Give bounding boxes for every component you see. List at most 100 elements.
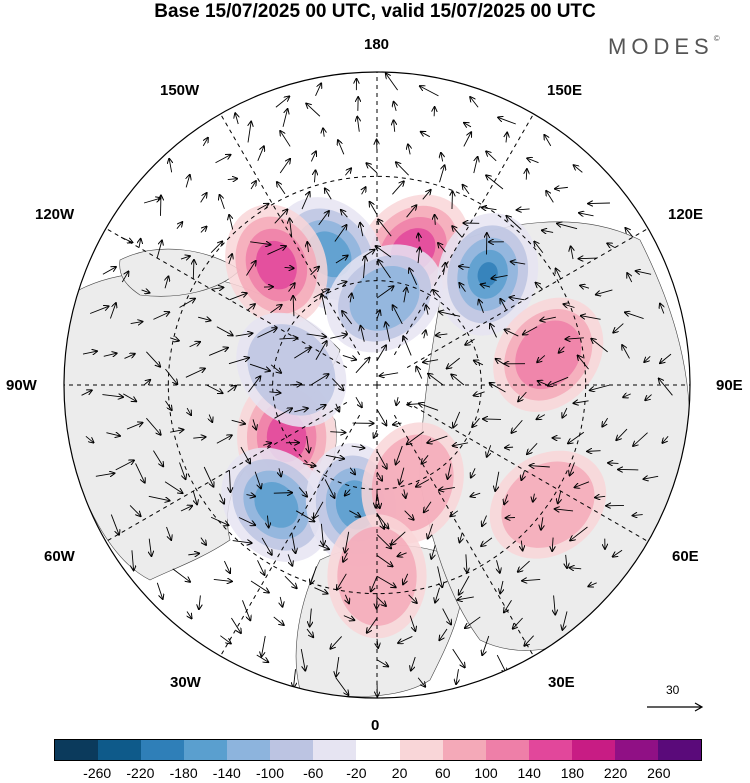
wind-arrow [148,495,170,500]
wind-arrow [231,420,245,424]
wind-arrow [123,393,136,401]
wind-arrow [552,537,553,551]
wind-arrow [143,380,150,385]
wind-arrow [511,262,526,264]
colorbar-tick-label: -100 [255,765,285,781]
wind-arrow [453,443,469,446]
wind-arrow [81,390,92,396]
wind-arrow [203,138,208,147]
wind-arrow [422,455,429,463]
wind-arrow [371,576,378,591]
wind-arrow [334,225,347,242]
wind-arrow [579,258,597,259]
lon-label-0: 0 [371,717,380,734]
colorbar-swatch [528,740,572,760]
wind-arrow [533,493,535,502]
wind-arrow [443,263,445,275]
wind-arrow [530,466,550,467]
wind-arrow [439,628,448,640]
wind-arrow [377,492,380,508]
wind-arrow [448,463,451,479]
wind-arrow [562,611,568,629]
wind-arrow [306,628,313,637]
wind-arrow [571,246,573,260]
colorbar-swatch [184,740,228,760]
wind-arrow [180,256,190,259]
wind-arrow [298,487,307,496]
wind-arrow [216,326,233,336]
wind-arrow [473,157,478,174]
wind-arrow [504,600,512,612]
wind-arrow [540,317,556,320]
wind-arrow [310,374,329,386]
wind-arrow [404,489,406,497]
wind-arrow [220,635,230,644]
wind-arrow [439,312,461,317]
wind-arrow [491,275,508,278]
wind-arrow [213,579,232,581]
colorbar-swatch [657,740,701,760]
wind-arrow [435,215,436,225]
wind-arrow [627,273,632,283]
colorbar-swatch [141,740,185,760]
colorbar-tick-label: 100 [474,765,498,781]
wind-arrow [351,446,365,448]
wind-arrow [376,659,388,667]
wind-arrow [452,648,465,667]
wind-arrow [110,514,119,535]
wind-arrow [179,299,195,308]
wind-arrow [523,326,538,335]
wind-arrow [279,159,290,174]
wind-arrow [200,537,206,545]
wind-arrow [257,146,264,162]
map-boundary [63,71,691,699]
wind-arrow [587,451,601,452]
wind-arrow [416,367,423,379]
wind-arrow [636,271,652,274]
wind-arrow [608,463,619,464]
wind-arrow [229,215,233,230]
wind-arrow [505,330,519,337]
wind-arrow [279,468,281,476]
wind-arrow [176,222,182,229]
wind-arrow [253,419,256,429]
wind-arrow [570,568,582,569]
wind-arrow [558,490,561,503]
wind-arrow [203,466,213,487]
wind-arrow [169,159,171,173]
colorbar-swatch [614,740,658,760]
wind-arrow [279,338,297,339]
wind-arrow [422,190,431,200]
lon-label-150w: 150W [160,82,200,99]
wind-arrow [542,230,554,232]
colorbar-swatch [55,740,99,760]
colorbar-tick-label: 60 [435,765,451,781]
wind-arrow [613,549,623,556]
wind-arrow [300,649,305,670]
copyright-mark: © [713,34,720,43]
wind-arrow [497,560,500,572]
colorbar-tick-label: -140 [212,765,241,781]
wind-arrow [570,462,575,476]
anomaly-contour [501,461,595,548]
wind-arrow [396,445,403,464]
wind-arrow [366,163,378,174]
wind-arrow [256,654,268,662]
wind-arrow [170,430,183,433]
wind-arrow [536,283,543,290]
wind-arrow [129,505,141,516]
wind-arrow [246,495,255,497]
wind-arrow [274,408,292,419]
wind-arrow [537,415,546,420]
wind-arrow [399,467,405,485]
wind-arrow [659,379,673,396]
wind-arrow [227,386,236,393]
wind-arrow [293,296,294,317]
wind-arrow [450,510,459,516]
wind-arrow [280,596,282,607]
wind-arrow [428,374,444,386]
wind-arrow [409,615,415,631]
wind-arrow [521,470,524,480]
wind-arrow [323,128,324,137]
wind-arrow [427,435,448,443]
